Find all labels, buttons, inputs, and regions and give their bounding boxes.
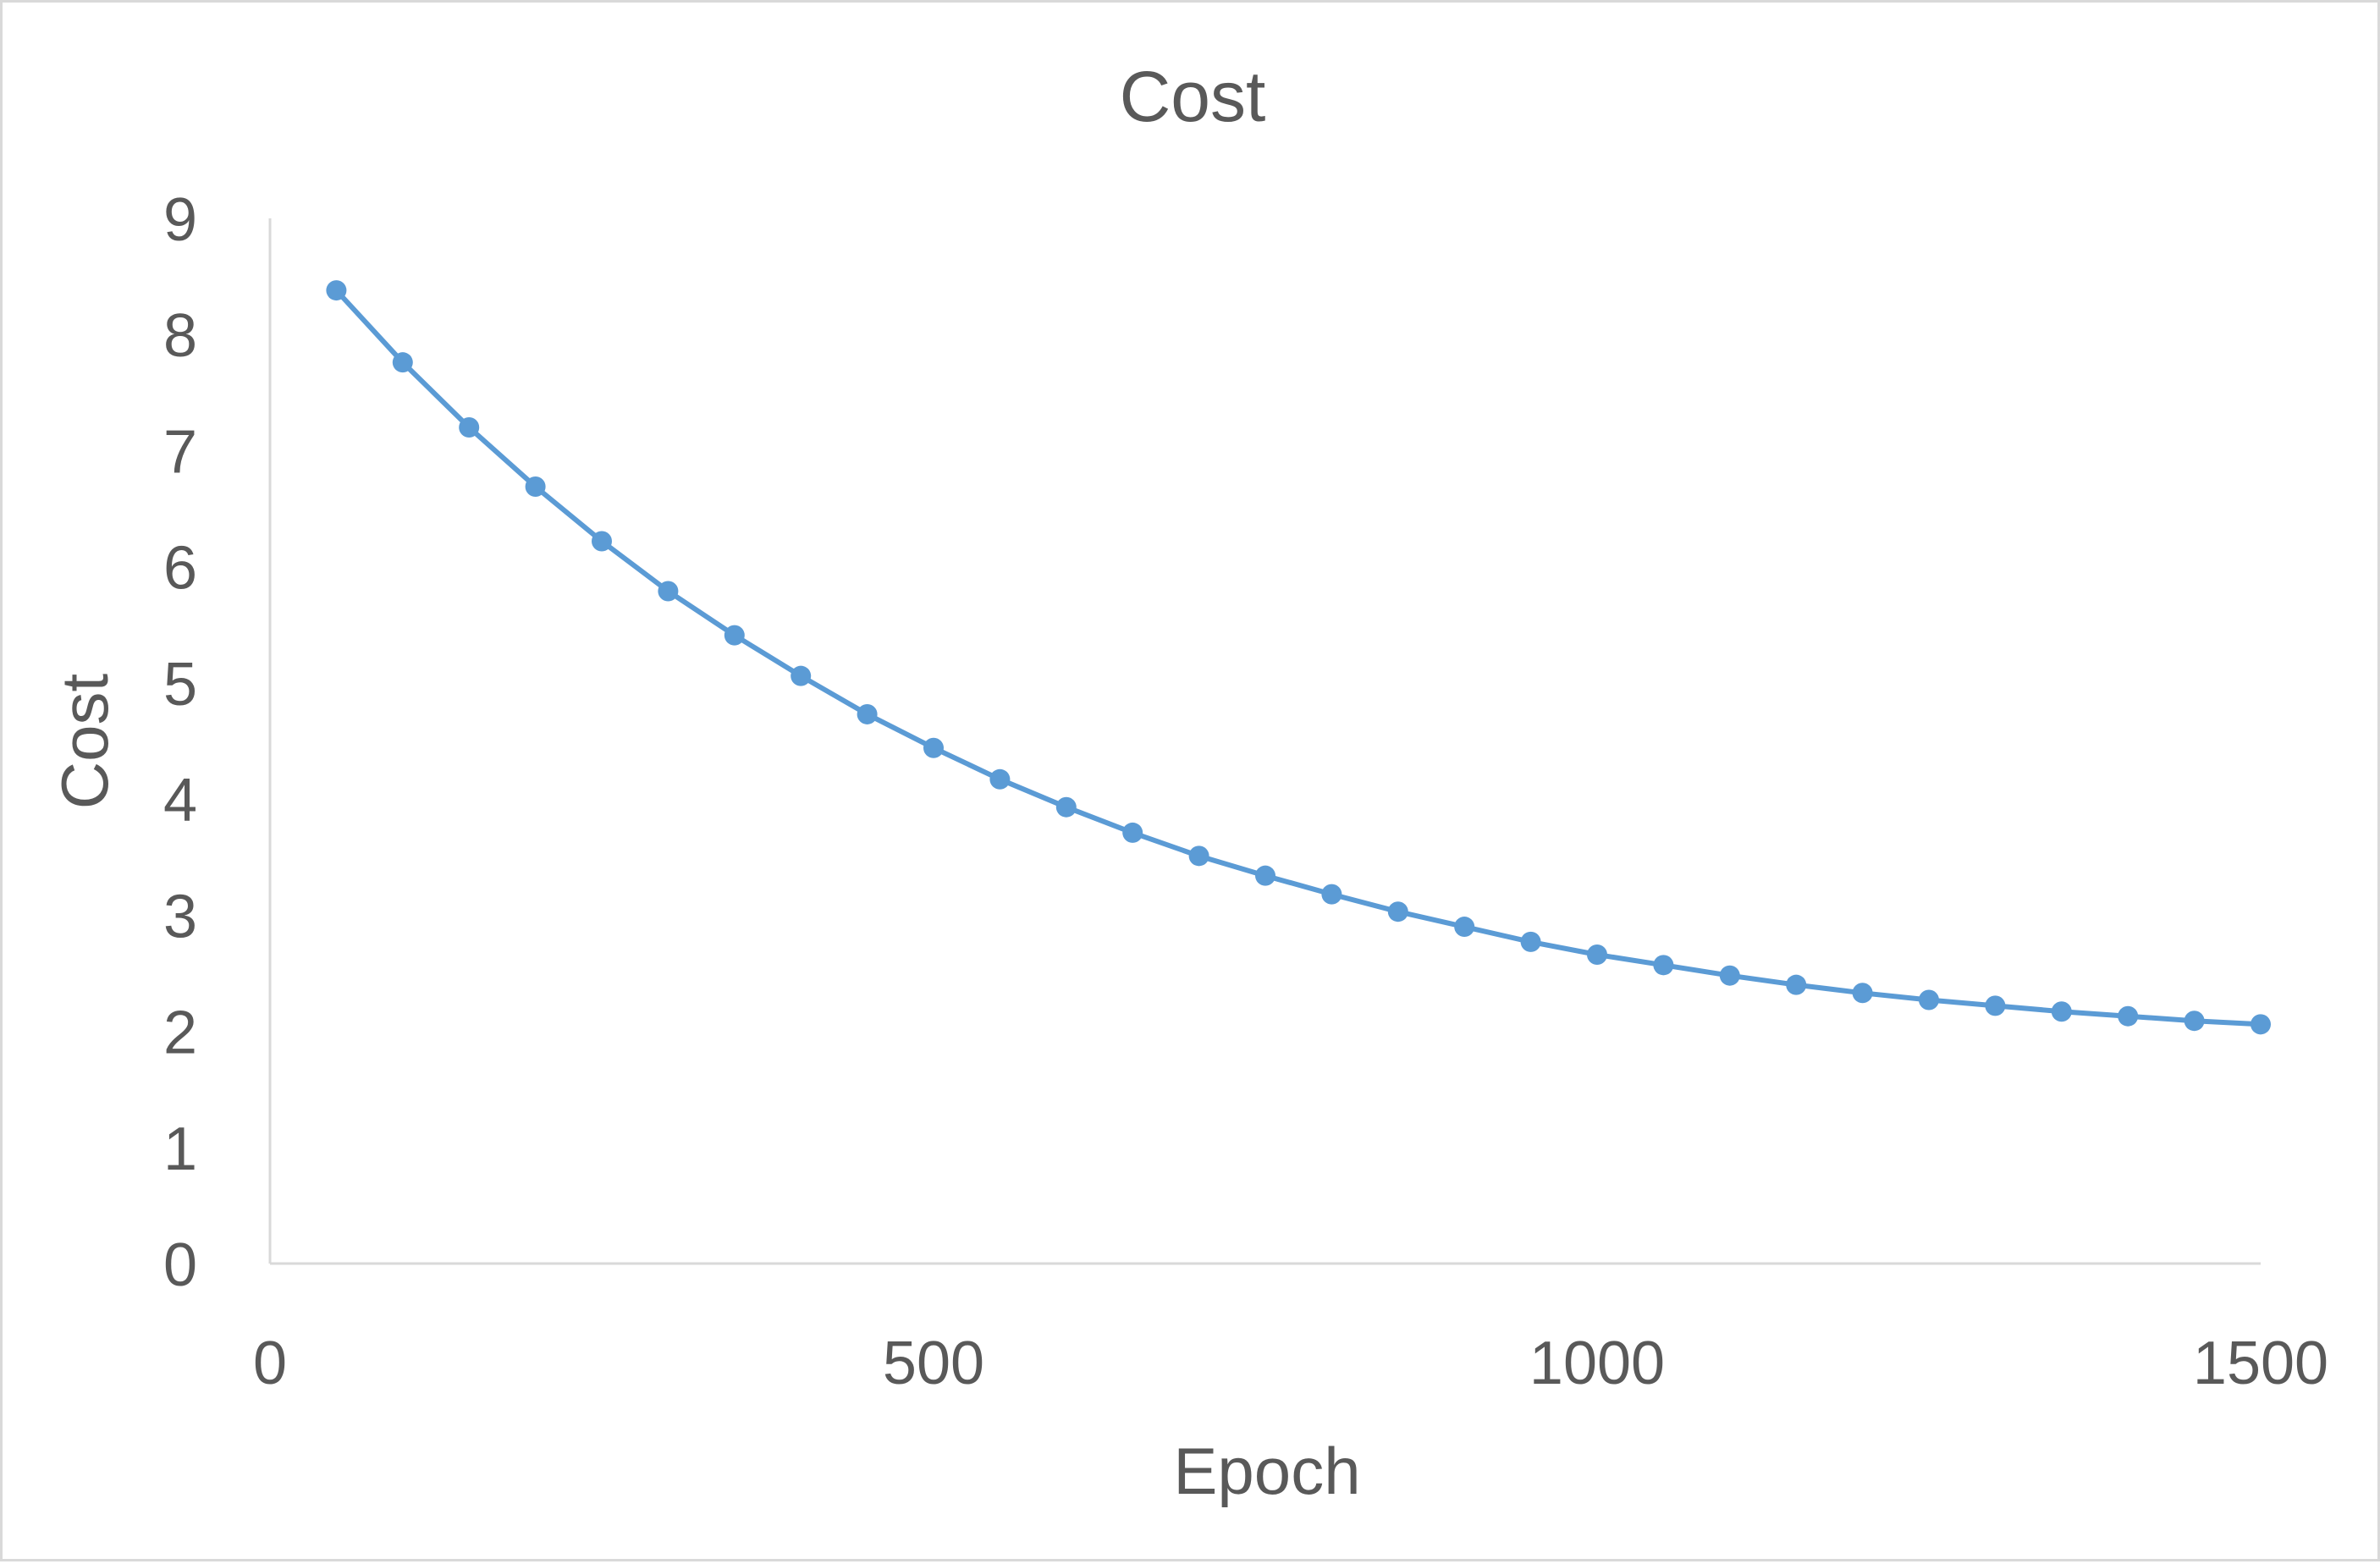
- data-point: [2118, 1005, 2139, 1027]
- data-point: [1919, 989, 1939, 1011]
- y-tick-label: 3: [163, 883, 197, 950]
- data-point: [658, 581, 679, 602]
- data-point: [1454, 917, 1475, 938]
- y-tick-label: 5: [163, 651, 197, 719]
- x-tick-label: 500: [883, 1330, 984, 1397]
- data-point: [1852, 983, 1873, 1004]
- data-point: [1122, 822, 1143, 843]
- y-tick-labels: 0 1 2 3 4 5 6 7 8 9: [163, 186, 197, 1299]
- y-tick-label: 9: [163, 186, 197, 254]
- data-point: [1719, 965, 1740, 986]
- data-point: [923, 737, 944, 758]
- y-axis-title: Cost: [47, 673, 122, 809]
- data-point: [2251, 1014, 2271, 1035]
- y-tick-label: 6: [163, 535, 197, 603]
- x-tick-label: 1500: [2193, 1330, 2328, 1397]
- y-tick-label: 2: [163, 1000, 197, 1067]
- data-point: [989, 768, 1011, 790]
- data-point: [1387, 901, 1408, 922]
- series-line: [334, 289, 2262, 1027]
- data-point: [791, 665, 812, 686]
- data-point: [1985, 995, 2006, 1016]
- y-tick-label: 7: [163, 418, 197, 486]
- y-tick-label: 1: [163, 1115, 197, 1183]
- data-point: [1321, 884, 1342, 905]
- plot-series: [326, 280, 2271, 1035]
- y-tick-label: 8: [163, 302, 197, 370]
- data-point: [1587, 944, 1607, 965]
- data-point: [1055, 796, 1077, 818]
- data-point: [1653, 955, 1674, 976]
- data-point: [326, 280, 347, 301]
- data-point: [392, 352, 413, 373]
- chart-title: Cost: [1120, 57, 1266, 136]
- y-tick-label: 0: [163, 1231, 197, 1299]
- x-axis-title: Epoch: [1173, 1434, 1360, 1508]
- data-point: [1786, 974, 1807, 995]
- data-point: [525, 476, 546, 497]
- data-point: [592, 531, 612, 552]
- x-tick-label: 0: [253, 1330, 287, 1397]
- x-tick-label: 1000: [1529, 1330, 1665, 1397]
- data-point: [857, 703, 878, 724]
- x-tick-labels: 0 500 1000 1500: [253, 1330, 2328, 1397]
- data-point: [1255, 865, 1275, 886]
- chart-canvas: Cost Cost Epoch 0 1 2 3 4 5 6 7 8 9 0 500 1000 1500: [47, 57, 2328, 1508]
- data-point: [1188, 845, 1209, 867]
- data-point: [724, 625, 745, 646]
- y-tick-label: 4: [163, 767, 197, 834]
- data-point: [2051, 1001, 2072, 1022]
- data-point: [2184, 1011, 2205, 1032]
- data-point: [459, 417, 480, 438]
- data-point: [1520, 931, 1541, 952]
